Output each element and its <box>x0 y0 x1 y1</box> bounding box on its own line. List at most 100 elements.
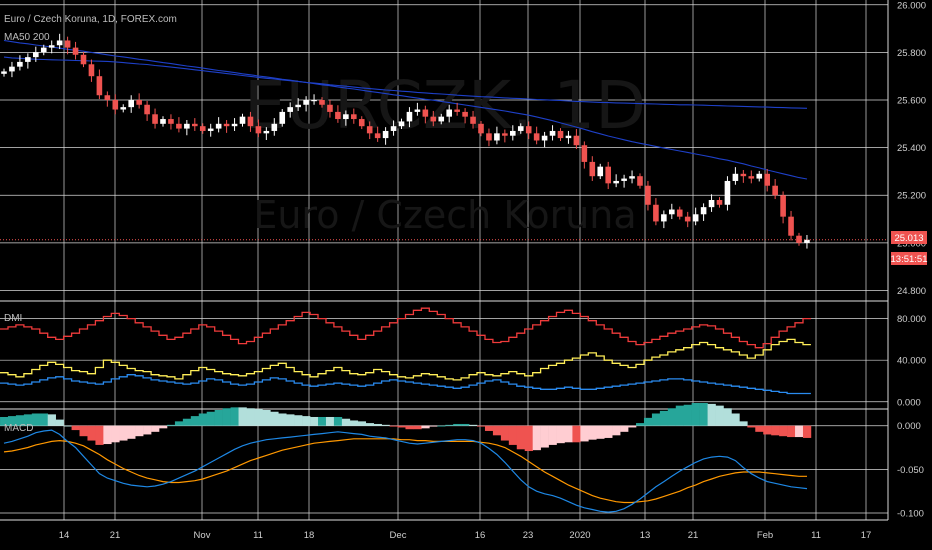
last-price-tag: 25.013 13:51:51 <box>891 231 928 265</box>
macd-histogram-bar <box>445 424 454 426</box>
candle-body <box>700 207 707 215</box>
macd-histogram-bar <box>779 425 788 437</box>
candle-body <box>748 176 755 179</box>
macd-histogram-bar <box>739 421 748 426</box>
macd-histogram-bar <box>628 425 637 428</box>
macd-histogram-bar <box>524 425 533 452</box>
symbol-title: Euro / Czech Koruna, 1D, FOREX.com <box>4 14 177 25</box>
candle-body <box>80 54 87 65</box>
macd-histogram-bar <box>484 425 494 431</box>
macd-axis-tick-label: -0.050 <box>897 465 924 476</box>
candle-body <box>510 130 516 136</box>
last-price-value: 25.013 <box>894 233 923 244</box>
macd-histogram-bar <box>87 425 96 441</box>
ma50-line-group <box>3 39 808 180</box>
countdown-timer: 13:51:51 <box>891 254 928 265</box>
candle-body <box>398 121 405 127</box>
candle-body <box>454 109 460 112</box>
candle-body <box>48 45 55 48</box>
candle-body <box>112 100 119 110</box>
macd-histogram-bar <box>79 425 88 437</box>
macd-legend: MACD <box>4 423 33 434</box>
macd-histogram-bar <box>190 416 200 426</box>
macd-histogram-bar <box>580 425 589 442</box>
candle-body <box>621 178 627 181</box>
candle-body <box>279 111 286 124</box>
candle-body <box>271 123 278 131</box>
time-axis-tick-label: 11 <box>811 530 821 541</box>
macd-histogram-bar <box>437 425 446 427</box>
candle-body <box>581 145 588 162</box>
watermark-symbol: EURCZK, 1D <box>244 67 646 144</box>
candle-body <box>446 109 452 117</box>
candle-body <box>215 123 222 129</box>
macd-histogram-bar <box>0 416 9 426</box>
macd-histogram-bar <box>516 425 526 450</box>
macd-histogram-bar <box>636 423 645 426</box>
dmi-axis-tick-label: 0.000 <box>897 397 921 408</box>
macd-histogram-bar <box>795 425 804 438</box>
macd-histogram-bar <box>397 425 406 428</box>
candle-body <box>430 116 437 122</box>
candle-body <box>390 126 397 131</box>
time-axis-tick-label: 2020 <box>569 530 590 541</box>
candle-body <box>64 40 71 48</box>
candle-body <box>231 123 238 127</box>
macd-histogram-bar <box>667 408 677 426</box>
candle-body <box>17 61 23 67</box>
macd-histogram-bar <box>143 425 152 435</box>
time-axis-tick-label: 18 <box>304 530 315 541</box>
candle-body <box>414 109 421 112</box>
watermark-name: Euro / Czech Koruna <box>253 193 636 237</box>
candle-body <box>311 100 317 102</box>
candle-body <box>358 119 365 127</box>
macd-main-line <box>3 429 808 513</box>
candle-body <box>422 109 429 117</box>
macd-histogram-bar <box>548 425 557 445</box>
macd-histogram-bar <box>787 425 796 438</box>
macd-histogram-bar <box>572 425 581 443</box>
candle-body <box>605 166 611 184</box>
macd-histogram-bar <box>151 425 160 432</box>
macd-histogram-bar <box>588 425 597 440</box>
candle-body <box>136 100 142 105</box>
candle-body <box>661 214 667 222</box>
candle-body <box>351 114 357 120</box>
macd-histogram-bar <box>532 425 541 451</box>
candle-body <box>740 173 747 177</box>
macd-histogram-bar <box>333 416 343 426</box>
macd-histogram-bar <box>174 421 184 426</box>
ma200-line <box>3 56 808 109</box>
macd-histogram-bar <box>421 425 430 429</box>
candle-body <box>199 126 206 131</box>
macd-histogram-bar <box>461 423 470 426</box>
price-axis-tick-label: 25.600 <box>897 96 926 107</box>
watermark: EURCZK, 1D Euro / Czech Koruna <box>244 67 646 237</box>
candle-body <box>756 173 763 179</box>
macd-histogram-bar <box>405 425 414 430</box>
macd-histogram-bar <box>469 424 478 426</box>
macd-axis-tick-label: -0.100 <box>897 509 924 520</box>
macd-histogram-bar <box>381 424 390 426</box>
macd-histogram-bar <box>238 407 247 426</box>
candle-body <box>25 57 31 62</box>
candle-body <box>684 216 691 222</box>
macd-histogram-bar <box>731 413 740 426</box>
macd-histogram-bar <box>302 416 311 426</box>
candle-body <box>223 123 230 127</box>
candle-body <box>176 123 182 129</box>
candle-body <box>732 173 739 181</box>
dmi-adx-line <box>0 374 811 395</box>
macd-histogram-bar <box>270 411 279 426</box>
macd-histogram-bar <box>166 424 176 426</box>
candle-body <box>374 133 381 139</box>
candle-body <box>56 40 63 46</box>
candle-body <box>96 76 103 96</box>
candle-body <box>382 130 389 139</box>
macd-histogram-bar <box>103 425 112 445</box>
candle-body <box>486 133 492 141</box>
macd-histogram-bar <box>39 413 49 426</box>
macd-histogram-bar <box>723 408 732 426</box>
macd-histogram-bar <box>691 403 700 426</box>
